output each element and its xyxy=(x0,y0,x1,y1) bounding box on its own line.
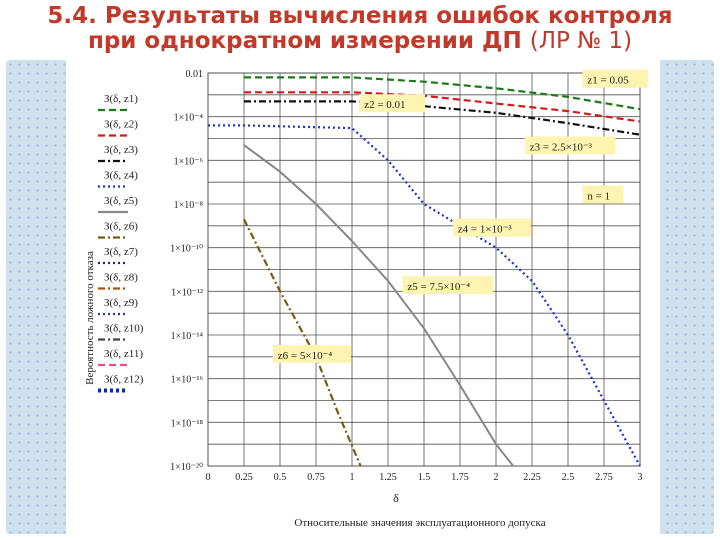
slide-title-paren: (ЛР № 1) xyxy=(529,28,633,54)
x-tick-label: 0 xyxy=(206,472,211,483)
annotation-text: z2 = 0.01 xyxy=(364,99,405,111)
x-tick-label: 3 xyxy=(638,472,643,483)
y-tick-label: 1×10⁻⁸ xyxy=(174,200,204,211)
annotation-text: z1 = 0.05 xyxy=(587,75,629,87)
series-z3 xyxy=(244,100,641,136)
chart: З(δ, z1) З(δ, z2) З(δ, z3) З(δ, z4) З(δ, z5)… xyxy=(84,69,649,529)
x-tick-label: 2 xyxy=(494,472,499,483)
slide-title-line2: при однократном измерении ДП (ЛР № 1) xyxy=(0,29,720,54)
annotation-box: z4 = 1×10⁻³ xyxy=(452,218,531,237)
annotation-text: z4 = 1×10⁻³ xyxy=(458,224,513,236)
legend-label: З(δ, z2) xyxy=(104,119,138,131)
series-z5 xyxy=(243,144,515,467)
x-tick-label: 1.5 xyxy=(418,472,431,483)
y-tick-label: 1×10⁻²⁰ xyxy=(170,462,203,473)
series-z2 xyxy=(244,91,641,123)
x-tick-label: 0.75 xyxy=(307,472,325,483)
annotation-box: z2 = 0.01 xyxy=(359,94,425,113)
annotation-bg xyxy=(402,276,493,295)
legend-label: З(δ, z8) xyxy=(104,272,138,284)
y-tick-label: 1×10⁻⁴ xyxy=(174,113,204,124)
y-tick-label: 0.01 xyxy=(186,69,204,80)
annotation-bg xyxy=(582,185,624,204)
x-tick-label: 2.5 xyxy=(562,472,575,483)
legend-label: З(δ, z12) xyxy=(104,374,144,386)
y-tick-label: 1×10⁻¹⁶ xyxy=(171,375,204,386)
annotation-bg xyxy=(272,344,351,363)
legend: З(δ, z1) З(δ, z2) З(δ, z3) З(δ, z4) З(δ, z5)… xyxy=(98,93,144,393)
legend-label: З(δ, z6) xyxy=(104,221,138,233)
legend-label: З(δ, z9) xyxy=(104,297,138,309)
annotation-box: z3 = 2.5×10⁻³ xyxy=(524,136,616,155)
legend-label: З(δ, z1) xyxy=(104,93,138,105)
annotation-box: z5 = 7.5×10⁻⁴ xyxy=(402,276,493,295)
x-axis-caption: Относительные значения эксплуатационного… xyxy=(294,517,545,529)
slide-title: 5.4. Результаты вычисления ошибок контро… xyxy=(0,4,720,54)
y-axis-label: Вероятность ложного отказа xyxy=(84,251,96,385)
annotation-text: z5 = 7.5×10⁻⁴ xyxy=(407,281,470,293)
y-tick-label: 1×10⁻¹⁸ xyxy=(171,418,204,429)
legend-label: З(δ, z10) xyxy=(104,323,144,335)
x-tick-label: 0.5 xyxy=(274,472,287,483)
annotation-bg xyxy=(524,136,616,155)
x-tick-label: 1.75 xyxy=(451,472,469,483)
y-tick-label: 1×10⁻⁶ xyxy=(174,156,204,167)
legend-label: З(δ, z5) xyxy=(104,195,138,207)
annotations: z1 = 0.05 z2 = 0.01 z3 = 2.5×10⁻³ n = 1 z4 =… xyxy=(272,69,649,363)
slide-title-line2-text: при однократном измерении ДП xyxy=(87,28,522,54)
annotation-text: n = 1 xyxy=(587,190,610,202)
legend-label: З(δ, z4) xyxy=(104,170,138,182)
annotation-box: z6 = 5×10⁻⁴ xyxy=(272,344,351,363)
y-tick-label: 1×10⁻¹² xyxy=(171,287,203,298)
annotation-bg xyxy=(359,94,425,113)
x-tick-label: 1 xyxy=(350,472,355,483)
slide-title-line1: 5.4. Результаты вычисления ошибок контро… xyxy=(47,3,673,29)
annotation-bg xyxy=(582,69,649,88)
x-tick-label: 2.75 xyxy=(595,472,613,483)
annotation-text: z3 = 2.5×10⁻³ xyxy=(530,141,593,153)
annotation-box: n = 1 xyxy=(582,185,624,204)
x-tick-label: 0.25 xyxy=(235,472,253,483)
x-tick-label: 1.25 xyxy=(379,472,397,483)
annotation-bg xyxy=(452,218,531,237)
annotation-box: z1 = 0.05 xyxy=(582,69,649,88)
y-tick-label: 1×10⁻¹⁰ xyxy=(170,244,203,255)
grid xyxy=(207,72,641,467)
series-z1 xyxy=(244,76,641,111)
x-axis-label: δ xyxy=(393,491,399,505)
legend-label: З(δ, z3) xyxy=(104,144,138,156)
legend-label: З(δ, z7) xyxy=(104,246,138,258)
tick-labels: 0 0.25 0.5 0.75 1 1.25 1.5 1.75 2 2.25 2.5 2.75 3 0.0… xyxy=(170,69,642,483)
x-tick-label: 2.25 xyxy=(523,472,541,483)
y-tick-label: 1×10⁻¹⁴ xyxy=(171,331,204,342)
legend-label: З(δ, z11) xyxy=(104,348,143,360)
annotation-text: z6 = 5×10⁻⁴ xyxy=(278,350,333,362)
